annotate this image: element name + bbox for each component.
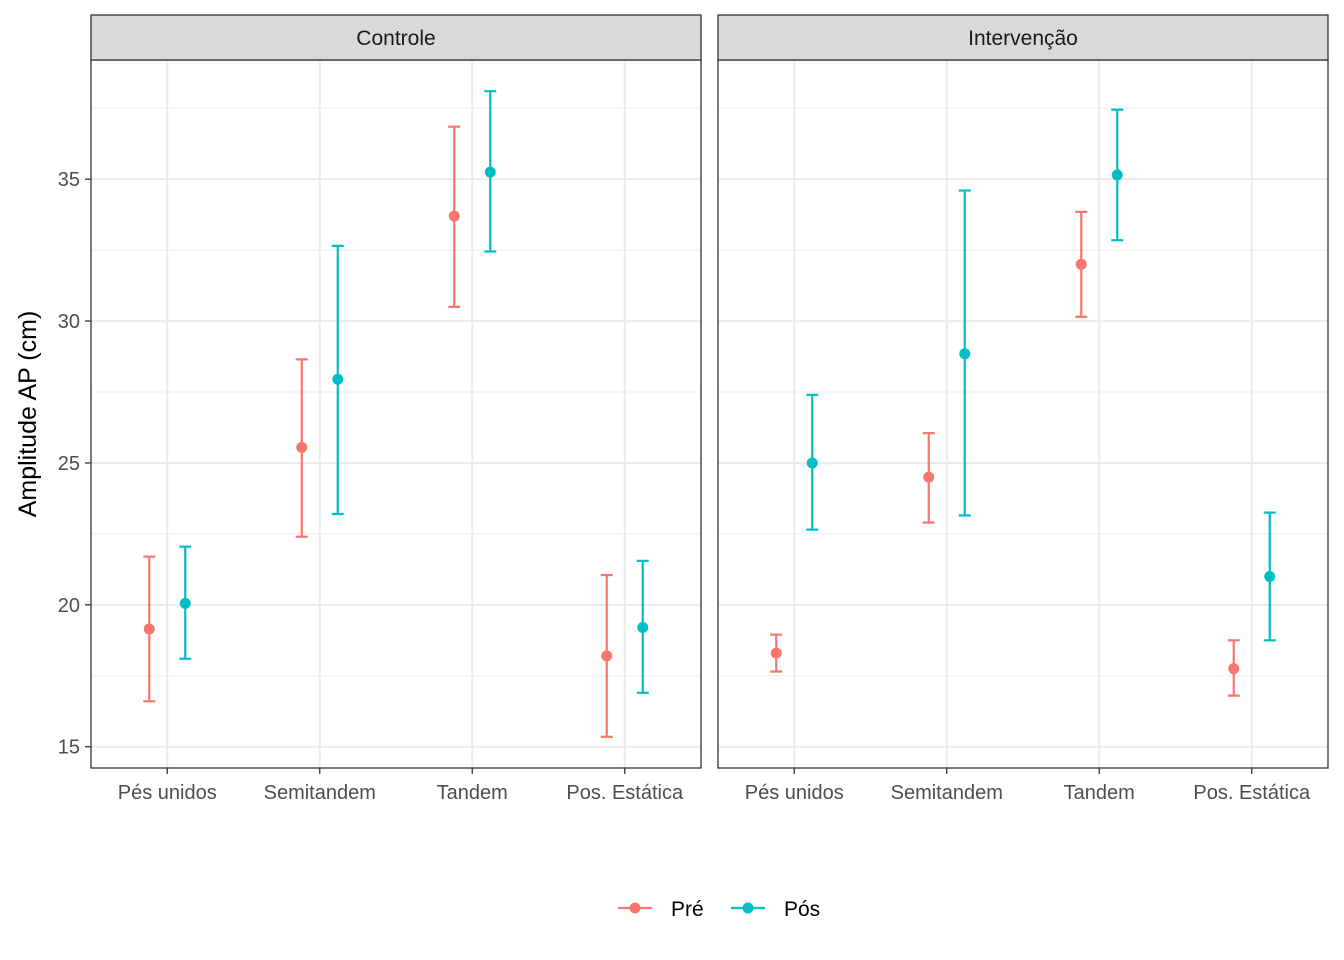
legend-label-pos: Pós	[784, 898, 820, 921]
x-tick-label: Pés unidos	[118, 782, 217, 804]
mean-point-Pré-2	[448, 210, 460, 222]
x-tick-label: Pos. Estática	[1193, 782, 1311, 804]
legend-key-point	[742, 902, 754, 914]
mean-point-Pré-1	[923, 471, 935, 483]
mean-point-Pré-3	[1228, 663, 1240, 675]
x-tick-label: Pos. Estática	[566, 782, 684, 804]
legend-label-pre: Pré	[671, 898, 704, 921]
y-tick-label: 30	[58, 311, 80, 333]
mean-point-Pós-2	[484, 166, 496, 178]
panel-background	[91, 60, 701, 768]
y-tick-label: 25	[58, 453, 80, 475]
y-tick-label: 35	[58, 169, 80, 191]
mean-point-Pré-0	[143, 623, 155, 635]
panel-intervencao: Intervenção Pés unidos Semitandem Tandem Pos…	[717, 14, 1329, 804]
panel-background	[718, 60, 1328, 768]
mean-point-Pós-3	[1264, 570, 1276, 582]
x-tick-label: Pés unidos	[745, 782, 844, 804]
mean-point-Pós-0	[806, 457, 818, 469]
y-axis-title: Amplitude AP (cm)	[14, 311, 42, 518]
x-tick-label: Tandem	[437, 782, 508, 804]
x-tick-label: Tandem	[1064, 782, 1135, 804]
mean-point-Pós-1	[959, 348, 971, 360]
mean-point-Pós-3	[637, 622, 649, 634]
facet-strip	[90, 14, 702, 61]
mean-point-Pós-2	[1111, 169, 1123, 181]
mean-point-Pré-0	[770, 647, 782, 659]
facet-strip-label: Intervenção	[968, 27, 1078, 50]
mean-point-Pré-1	[296, 441, 308, 453]
y-tick-label: 15	[58, 737, 80, 759]
facet-strip-label: Controle	[356, 27, 435, 50]
mean-point-Pré-3	[601, 650, 613, 662]
facet-strip	[717, 14, 1329, 61]
x-tick-label: Semitandem	[891, 782, 1003, 804]
x-tick-label: Semitandem	[264, 782, 376, 804]
mean-point-Pós-1	[332, 373, 344, 385]
mean-point-Pós-0	[179, 597, 191, 609]
panel-controle: Controle Pés unidos Semitandem Tandem Pos. E…	[90, 14, 702, 804]
y-tick-label: 20	[58, 595, 80, 617]
legend: Pré Pós	[618, 898, 820, 921]
legend-key-point	[629, 902, 641, 914]
mean-point-Pré-2	[1075, 258, 1087, 270]
